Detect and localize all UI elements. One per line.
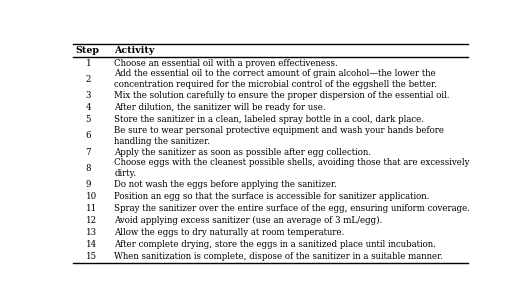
Text: When sanitization is complete, dispose of the sanitizer in a suitable manner.: When sanitization is complete, dispose o… [114,252,444,261]
Text: 5: 5 [86,115,91,124]
Text: 13: 13 [86,228,97,237]
Text: 3: 3 [86,91,91,100]
Text: Do not wash the eggs before applying the sanitizer.: Do not wash the eggs before applying the… [114,180,337,189]
Text: 11: 11 [86,204,97,213]
Text: Add the essential oil to the correct amount of grain alcohol—the lower the
conce: Add the essential oil to the correct amo… [114,69,437,89]
Text: After dilution, the sanitizer will be ready for use.: After dilution, the sanitizer will be re… [114,103,326,112]
Text: Allow the eggs to dry naturally at room temperature.: Allow the eggs to dry naturally at room … [114,228,345,237]
Text: Activity: Activity [114,46,155,55]
Text: 15: 15 [86,252,97,261]
Text: Store the sanitizer in a clean, labeled spray bottle in a cool, dark place.: Store the sanitizer in a clean, labeled … [114,115,425,124]
Text: Avoid applying excess sanitizer (use an average of 3 mL/egg).: Avoid applying excess sanitizer (use an … [114,216,383,225]
Text: After complete drying, store the eggs in a sanitized place until incubation.: After complete drying, store the eggs in… [114,240,436,249]
Text: 2: 2 [86,75,91,84]
Text: 14: 14 [86,240,97,249]
Text: 7: 7 [86,148,91,157]
Text: Apply the sanitizer as soon as possible after egg collection.: Apply the sanitizer as soon as possible … [114,148,371,157]
Text: 1: 1 [86,58,91,68]
Text: 9: 9 [86,180,91,189]
Text: Choose an essential oil with a proven effectiveness.: Choose an essential oil with a proven ef… [114,58,338,68]
Text: Spray the sanitizer over the entire surface of the egg, ensuring uniform coverag: Spray the sanitizer over the entire surf… [114,204,470,213]
Text: Choose eggs with the cleanest possible shells, avoiding those that are excessive: Choose eggs with the cleanest possible s… [114,158,470,178]
Text: Position an egg so that the surface is accessible for sanitizer application.: Position an egg so that the surface is a… [114,192,430,201]
Text: 6: 6 [86,131,91,140]
Text: 10: 10 [86,192,97,201]
Text: Be sure to wear personal protective equipment and wash your hands before
handlin: Be sure to wear personal protective equi… [114,126,444,146]
Text: 4: 4 [86,103,91,112]
Text: Mix the solution carefully to ensure the proper dispersion of the essential oil.: Mix the solution carefully to ensure the… [114,91,450,100]
Text: 12: 12 [86,216,97,225]
Text: Step: Step [76,46,99,55]
Text: 8: 8 [86,164,91,173]
